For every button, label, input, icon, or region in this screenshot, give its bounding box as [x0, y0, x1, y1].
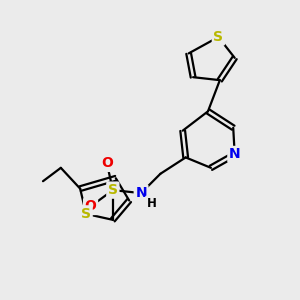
- Text: N: N: [135, 186, 147, 200]
- Text: O: O: [101, 156, 113, 170]
- Text: S: S: [108, 183, 118, 197]
- Text: N: N: [229, 148, 241, 161]
- Text: S: S: [81, 207, 91, 221]
- Text: H: H: [146, 197, 156, 210]
- Text: S: S: [213, 30, 224, 44]
- Text: O: O: [85, 200, 97, 214]
